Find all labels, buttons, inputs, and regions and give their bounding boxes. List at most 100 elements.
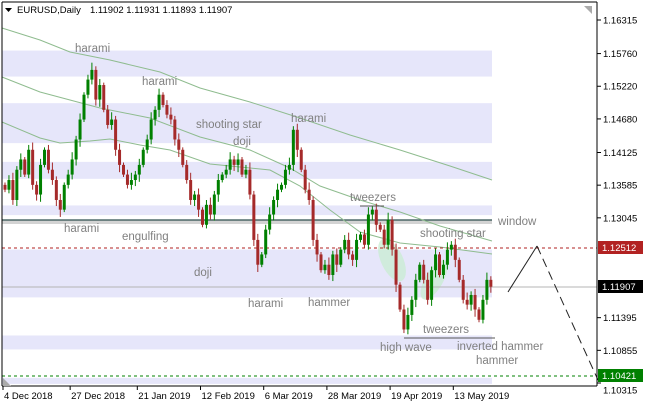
price-tick-label: 1.14680 — [603, 114, 637, 125]
bullish-candle — [283, 169, 287, 185]
bullish-candle — [66, 174, 70, 185]
annotation: harami — [75, 43, 110, 55]
bullish-candle — [260, 254, 264, 265]
bullish-candle — [193, 194, 197, 200]
bullish-candle — [15, 169, 19, 200]
scroll-marker-icon[interactable] — [584, 6, 592, 14]
bearish-candle — [102, 85, 106, 110]
bearish-candle — [165, 105, 169, 115]
bearish-candle — [465, 299, 469, 305]
bullish-candle — [157, 94, 161, 110]
bullish-candle — [98, 85, 102, 100]
price-tick-label: 1.15220 — [603, 82, 637, 93]
bearish-candle — [50, 169, 54, 181]
bullish-candle — [441, 264, 445, 276]
support-resistance-zones — [2, 50, 492, 384]
svg-text:1.11907: 1.11907 — [602, 282, 636, 293]
bearish-candle — [256, 239, 260, 265]
price-zone — [2, 377, 492, 384]
bearish-candle — [327, 264, 331, 276]
bearish-candle — [473, 294, 477, 310]
bullish-candle — [244, 169, 248, 175]
annotation: window — [497, 216, 537, 228]
bullish-candle — [366, 214, 370, 245]
bearish-candle — [189, 180, 193, 200]
bullish-candle — [129, 180, 133, 185]
annotation: shooting star — [420, 228, 486, 240]
annotation: harami — [142, 76, 177, 88]
bearish-candle — [295, 129, 299, 150]
price-axis: 1.16315 1.15760 1.15220 1.14680 1.14125 1.135… — [597, 16, 637, 397]
annotation: tweezers — [423, 324, 469, 336]
bullish-candle — [236, 159, 240, 165]
current-price-tag: 1.11907 — [598, 280, 643, 293]
symbol-timeframe: EURUSD,Daily — [17, 5, 81, 16]
bullish-candle — [331, 254, 335, 276]
bullish-candle — [204, 204, 208, 225]
candles — [3, 62, 493, 335]
bearish-candle — [58, 199, 62, 210]
annotation: tweezers — [350, 192, 396, 204]
bullish-candle — [27, 149, 31, 175]
bullish-candle — [268, 214, 272, 230]
bullish-candle — [287, 164, 291, 170]
moving-average-mid — [1, 76, 493, 242]
bearish-candle — [307, 189, 311, 200]
bullish-candle — [62, 184, 66, 210]
bullish-candle — [264, 229, 268, 255]
svg-text:1.10421: 1.10421 — [602, 371, 636, 382]
annotation: hammer — [476, 355, 518, 367]
bullish-candle — [339, 249, 343, 265]
shift-marker-icon[interactable] — [3, 378, 11, 386]
support-price-tag: 1.10421 — [598, 369, 643, 382]
bearish-candle — [457, 259, 461, 280]
ohlc-readout: 1.11902 1.11931 1.11893 1.11907 — [90, 5, 232, 16]
annotation: high wave — [380, 342, 432, 354]
bullish-candle — [74, 139, 78, 160]
bullish-candle — [355, 239, 359, 260]
forecast-up-line — [507, 245, 538, 293]
bearish-candle — [394, 249, 398, 285]
bullish-candle — [224, 169, 228, 175]
price-zone — [2, 249, 492, 298]
bearish-candle — [11, 180, 15, 200]
bearish-candle — [315, 239, 319, 255]
bearish-candle — [398, 284, 402, 310]
bullish-candle — [145, 139, 149, 150]
price-tick-label: 1.13585 — [603, 181, 637, 192]
bullish-candle — [481, 299, 485, 320]
bearish-candle — [426, 279, 430, 300]
bullish-candle — [86, 79, 90, 95]
bearish-candle — [181, 149, 185, 165]
bullish-candle — [386, 219, 390, 245]
bullish-candle — [430, 270, 434, 300]
bullish-candle — [212, 194, 216, 215]
bearish-candle — [23, 159, 27, 175]
bearish-candle — [114, 119, 118, 150]
bullish-candle — [228, 159, 232, 170]
collapse-arrow-icon[interactable] — [5, 8, 12, 12]
bullish-candle — [19, 159, 23, 170]
bullish-candle — [445, 249, 449, 265]
bullish-candle — [406, 314, 410, 330]
price-tick-label: 1.13045 — [603, 213, 637, 224]
bullish-candle — [7, 180, 11, 190]
moving-average-slow — [1, 27, 493, 181]
bullish-candle — [137, 164, 141, 175]
bearish-candle — [201, 209, 204, 225]
bearish-candle — [106, 109, 110, 125]
time-axis: 4 Dec 2018 27 Dec 2018 21 Jan 2019 12 Feb 2… — [2, 386, 509, 402]
bullish-candle — [485, 279, 489, 300]
annotation: harami — [248, 298, 283, 310]
price-tick-label: 1.10315 — [603, 386, 637, 397]
forecast-down-line — [536, 245, 599, 381]
bullish-candle — [414, 279, 418, 300]
bearish-candle — [378, 224, 382, 230]
bearish-candle — [362, 234, 366, 245]
bullish-candle — [276, 189, 280, 200]
bullish-candle — [410, 299, 414, 315]
bearish-candle — [3, 184, 7, 190]
bullish-candle — [220, 174, 224, 181]
bullish-candle — [449, 244, 453, 250]
